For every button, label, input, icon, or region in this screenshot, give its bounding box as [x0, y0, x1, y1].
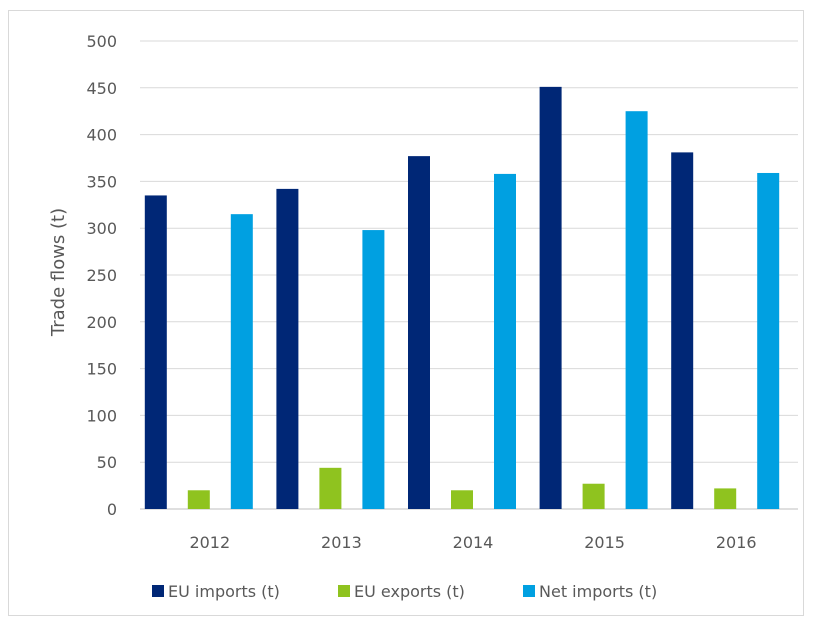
- bar-eu-imports-t-2014: [408, 156, 430, 510]
- bar-eu-exports-t-2015: [582, 483, 605, 509]
- x-tick-label: 2016: [716, 533, 757, 552]
- x-tick-label: 2014: [453, 533, 494, 552]
- y-tick-label: 250: [86, 266, 117, 285]
- y-tick-label: 500: [86, 32, 117, 51]
- y-tick-label: 350: [86, 172, 117, 191]
- bar-eu-exports-t-2013: [319, 467, 342, 509]
- legend-swatch: [523, 585, 535, 597]
- bars: [144, 86, 780, 510]
- y-tick-label: 150: [86, 360, 117, 379]
- y-axis-tick-labels: 0 50 100 150 200 250 300 350 400 450 500: [86, 32, 117, 519]
- bar-eu-imports-t-2012: [144, 195, 167, 509]
- legend-swatch: [152, 585, 164, 597]
- bar-eu-imports-t-2016: [671, 152, 694, 509]
- bar-eu-imports-t-2013: [276, 188, 299, 509]
- y-tick-label: 0: [107, 500, 117, 519]
- legend-swatch: [338, 585, 350, 597]
- bar-net-imports-t-2012: [230, 214, 253, 509]
- legend: EU imports (t) EU exports (t) Net imports …: [152, 582, 657, 601]
- bar-eu-exports-t-2016: [714, 488, 737, 509]
- legend-label: EU imports (t): [168, 582, 280, 601]
- x-tick-label: 2012: [189, 533, 230, 552]
- bar-eu-exports-t-2012: [187, 490, 210, 509]
- y-tick-label: 200: [86, 313, 117, 332]
- bar-eu-imports-t-2015: [539, 86, 562, 509]
- bar-eu-exports-t-2014: [451, 490, 473, 509]
- bar-net-imports-t-2015: [625, 111, 648, 509]
- legend-label: Net imports (t): [539, 582, 657, 601]
- bar-net-imports-t-2013: [362, 230, 385, 509]
- y-tick-label: 50: [97, 453, 117, 472]
- y-tick-label: 100: [86, 406, 117, 425]
- x-tick-label: 2013: [321, 533, 362, 552]
- y-tick-label: 400: [86, 126, 117, 145]
- y-tick-label: 300: [86, 219, 117, 238]
- x-tick-label: 2015: [584, 533, 625, 552]
- x-axis-tick-labels: 2012 2013 2014 2015 2016: [189, 533, 756, 552]
- bar-net-imports-t-2016: [757, 172, 780, 509]
- legend-label: EU exports (t): [354, 582, 465, 601]
- y-tick-label: 450: [86, 79, 117, 98]
- y-axis-label: Trade flows (t): [48, 208, 69, 337]
- bar-net-imports-t-2014: [494, 173, 516, 510]
